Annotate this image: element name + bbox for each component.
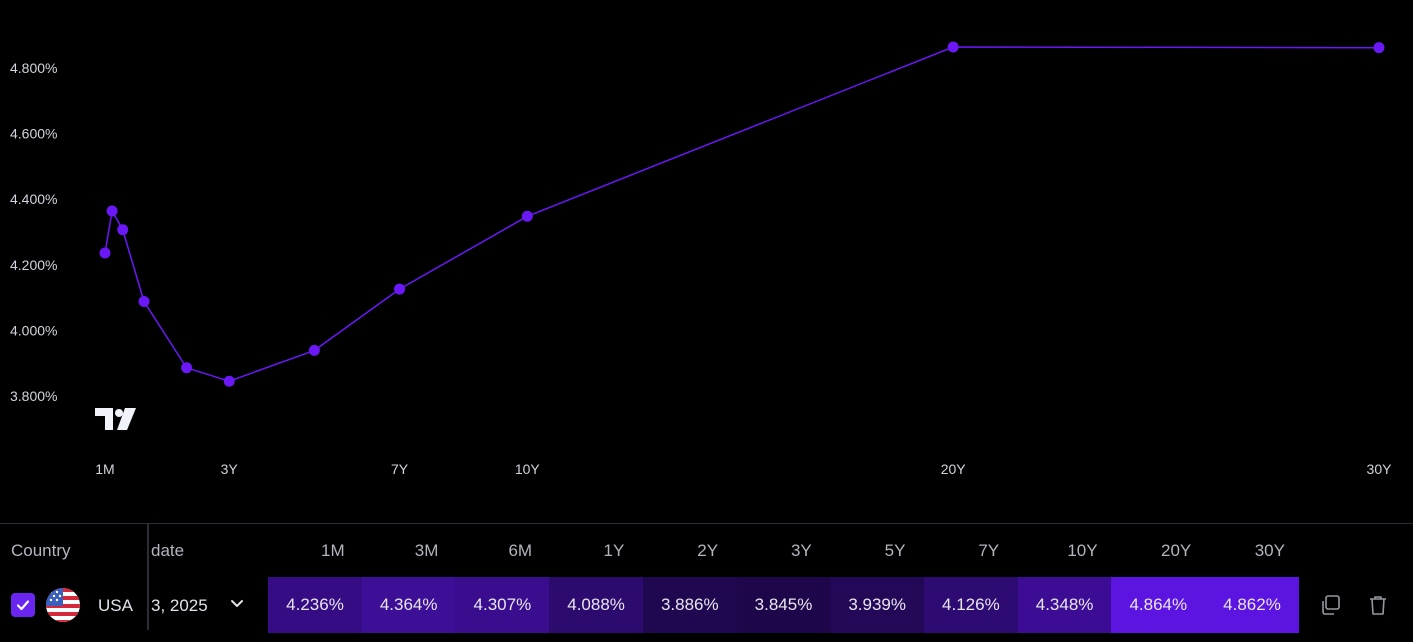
- tradingview-logo: [95, 408, 136, 430]
- yield-cell-3m: 4.364%: [361, 577, 456, 633]
- data-point-20y[interactable]: [947, 41, 959, 53]
- y-tick-label: 4.800%: [10, 60, 57, 76]
- y-tick-label: 4.600%: [10, 126, 57, 142]
- header-tenor-6m[interactable]: 6M: [508, 541, 533, 560]
- usa-flag-icon: [46, 588, 80, 622]
- yield-cell-30y: 4.862%: [1205, 577, 1299, 633]
- yield-cell-7y: 4.126%: [923, 577, 1018, 633]
- x-tick-label: 1M: [95, 461, 114, 477]
- header-tenor-30y[interactable]: 30Y: [1254, 541, 1285, 560]
- trash-icon[interactable]: [1366, 593, 1390, 617]
- header-tenor-3m[interactable]: 3M: [414, 541, 439, 560]
- yield-cell-10y: 4.348%: [1017, 577, 1112, 633]
- header-country: Country: [11, 541, 71, 560]
- table-row: USA 3, 2025 4.236% 4.364% 4.307% 4.088% 3.88…: [0, 577, 1413, 633]
- check-icon: [16, 600, 30, 611]
- data-point-3y[interactable]: [223, 375, 235, 387]
- x-tick-label: 20Y: [941, 461, 967, 477]
- x-tick-label: 30Y: [1367, 461, 1393, 477]
- series-points: [99, 41, 1385, 387]
- yield-cell-6m: 4.307%: [455, 577, 550, 633]
- header-tenor-1y[interactable]: 1Y: [603, 541, 625, 560]
- data-point-5y[interactable]: [308, 344, 320, 356]
- x-tick-label: 10Y: [515, 461, 541, 477]
- x-tick-label: 3Y: [221, 461, 239, 477]
- yield-cell-20y: 4.864%: [1111, 577, 1206, 633]
- series-line-usa: [104, 46, 1380, 382]
- data-point-1y[interactable]: [138, 296, 150, 308]
- row-country: USA: [98, 596, 133, 615]
- y-tick-label: 4.400%: [10, 191, 57, 207]
- data-point-30y[interactable]: [1373, 42, 1385, 54]
- data-point-3m[interactable]: [106, 205, 118, 217]
- yield-cell-3y: 3.845%: [736, 577, 831, 633]
- y-tick-label: 3.800%: [10, 388, 57, 404]
- header-tenor-20y[interactable]: 20Y: [1161, 541, 1192, 560]
- data-point-7y[interactable]: [394, 283, 406, 295]
- column-separator[interactable]: [147, 524, 149, 630]
- copy-icon[interactable]: [1318, 593, 1342, 617]
- header-tenor-3y[interactable]: 3Y: [790, 541, 812, 560]
- data-point-2y[interactable]: [181, 362, 193, 374]
- header-tenor-1m[interactable]: 1M: [321, 541, 345, 560]
- yield-cell-5y: 3.939%: [830, 577, 925, 633]
- row-checkbox[interactable]: [11, 593, 35, 617]
- data-point-6m[interactable]: [117, 224, 129, 236]
- x-tick-label: 7Y: [391, 461, 409, 477]
- header-tenor-5y[interactable]: 5Y: [884, 541, 906, 560]
- x-axis: 1M 3Y 7Y 10Y 20Y 30Y: [95, 461, 1392, 477]
- row-date[interactable]: 3, 2025: [151, 596, 208, 615]
- data-point-10y[interactable]: [521, 210, 533, 222]
- table-header: Country date 1M 3M 6M 1Y 2Y 3Y 5Y 7Y 10Y 20Y 30Y: [0, 524, 1413, 576]
- header-tenor-7y[interactable]: 7Y: [978, 541, 1000, 560]
- y-axis: 4.800% 4.600% 4.400% 4.200% 4.000% 3.800%: [10, 60, 57, 404]
- table-divider: [0, 523, 1413, 524]
- header-date[interactable]: date: [151, 541, 185, 560]
- yield-cell-2y: 3.886%: [642, 577, 737, 633]
- yield-curve-chart: 4.800% 4.600% 4.400% 4.200% 4.000% 3.800% 1M 3…: [10, 41, 1392, 477]
- chevron-down-icon[interactable]: [230, 599, 244, 609]
- yield-cell-1y: 4.088%: [549, 577, 644, 633]
- header-tenor-10y[interactable]: 10Y: [1067, 541, 1098, 560]
- data-point-1m[interactable]: [99, 247, 111, 259]
- yield-cell-1m: 4.236%: [268, 577, 362, 633]
- y-tick-label: 4.200%: [10, 257, 57, 273]
- y-tick-label: 4.000%: [10, 322, 57, 338]
- header-tenor-2y[interactable]: 2Y: [697, 541, 719, 560]
